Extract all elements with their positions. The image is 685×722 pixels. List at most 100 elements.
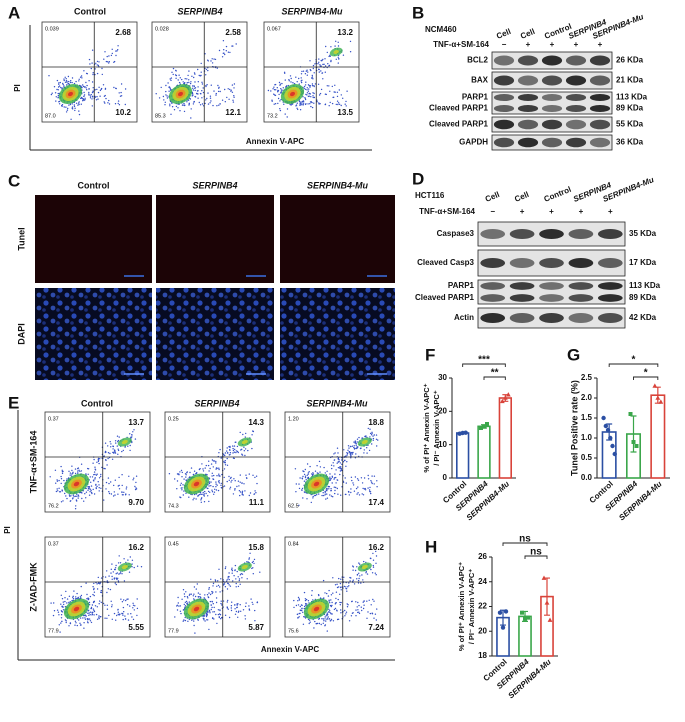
flow-event <box>253 493 255 495</box>
flow-event <box>101 466 103 469</box>
flow-event <box>335 482 337 484</box>
density-contour <box>361 439 368 445</box>
flow-event <box>228 616 231 619</box>
flow-event <box>360 447 362 449</box>
flow-event <box>58 82 60 84</box>
flow-event <box>110 481 112 483</box>
flow-event <box>302 70 305 72</box>
flow-event <box>52 614 55 617</box>
flow-event <box>205 74 207 76</box>
flow-event <box>326 614 328 616</box>
flow-event <box>234 480 236 482</box>
flow-event <box>100 475 102 478</box>
flow-event <box>199 593 201 595</box>
flow-event <box>246 561 248 563</box>
flow-event <box>334 492 336 495</box>
significance-bracket <box>502 542 548 546</box>
flow-event <box>346 461 348 463</box>
flow-event <box>298 616 300 618</box>
flow-event <box>274 94 277 97</box>
flow-event <box>83 614 85 617</box>
flow-event <box>104 617 106 619</box>
flow-event <box>76 493 78 495</box>
flow-event <box>140 566 143 568</box>
flow-event <box>96 485 98 488</box>
density-contour <box>193 606 200 612</box>
flow-event <box>220 457 222 459</box>
flow-event <box>217 584 220 587</box>
flow-event <box>93 587 95 590</box>
blot-band <box>565 93 587 102</box>
y-axis-label: / PI⁻ Annexin V-APC⁺ <box>432 390 441 466</box>
flow-event <box>95 474 98 476</box>
flow-event <box>219 614 222 616</box>
flow-event <box>252 603 254 605</box>
flow-event <box>110 572 112 574</box>
flow-event <box>347 445 350 447</box>
flow-event <box>276 87 278 89</box>
flow-event <box>320 623 322 626</box>
flow-event <box>331 613 333 615</box>
flow-event <box>290 77 292 80</box>
flow-event <box>230 89 232 91</box>
flow-event <box>230 605 233 607</box>
flow-event <box>302 497 304 499</box>
flow-event <box>165 84 167 87</box>
flow-event <box>351 479 353 482</box>
flow-event <box>96 96 98 98</box>
flow-event <box>338 58 340 60</box>
flow-event <box>109 452 111 455</box>
quadrant-value: 76.2 <box>48 503 59 509</box>
flow-event <box>75 596 77 598</box>
flow-event <box>197 68 199 71</box>
flow-event <box>255 475 258 477</box>
flow-event <box>218 104 220 106</box>
flow-event <box>224 88 226 91</box>
flow-event <box>228 454 230 456</box>
flow-event <box>211 617 214 620</box>
flow-event <box>103 455 105 457</box>
flow-event <box>106 608 109 610</box>
flow-event <box>118 555 120 557</box>
flow-event <box>172 67 175 70</box>
blot-size: 26 KDa <box>616 56 644 65</box>
blot-band <box>539 313 564 323</box>
flow-event <box>63 79 65 82</box>
flow-event <box>324 71 326 73</box>
flow-event <box>85 473 87 475</box>
flow-event <box>95 99 98 101</box>
flow-event <box>215 597 218 599</box>
flow-event <box>88 614 90 616</box>
flow-event <box>232 101 235 103</box>
flow-event <box>188 81 190 84</box>
flow-event <box>205 615 208 618</box>
flow-event <box>348 447 350 449</box>
flow-event <box>315 622 318 625</box>
flow-event <box>179 605 182 607</box>
flow-event <box>218 468 220 471</box>
flow-event <box>75 622 77 624</box>
flow-event <box>326 497 329 499</box>
flow-event <box>64 76 66 79</box>
quadrant-value: 87.0 <box>45 113 56 119</box>
flow-event <box>79 617 82 619</box>
flow-event <box>305 103 307 105</box>
flow-event <box>312 95 314 97</box>
flow-event <box>193 598 195 600</box>
blot-label: BCL2 <box>467 56 488 65</box>
data-point <box>601 415 606 421</box>
blot-band <box>568 282 594 290</box>
flow-event <box>186 101 188 103</box>
flow-event <box>234 608 236 610</box>
flow-event <box>248 605 250 607</box>
flow-event <box>179 496 181 498</box>
flow-event <box>356 478 359 480</box>
flow-event <box>92 488 94 491</box>
flow-event <box>296 107 298 110</box>
flow-event <box>370 604 372 606</box>
quadrant-value: 74.3 <box>168 503 179 509</box>
flow-event <box>170 113 172 116</box>
flow-event <box>122 494 124 496</box>
dapi-image <box>280 288 395 380</box>
flow-event <box>241 573 244 575</box>
